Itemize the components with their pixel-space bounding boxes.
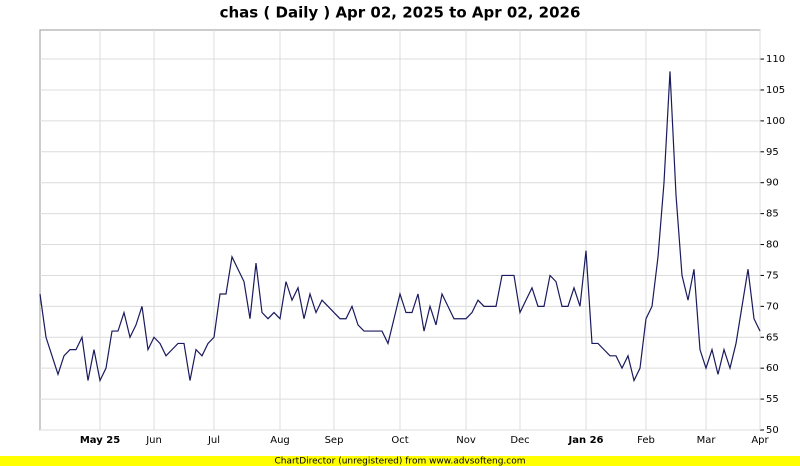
x-tick-label: Feb xyxy=(637,435,655,446)
y-tick-label: 75 xyxy=(766,270,779,281)
y-tick-label: 85 xyxy=(766,209,779,220)
chart-title: chas ( Daily ) Apr 02, 2025 to Apr 02, 2… xyxy=(220,4,581,22)
y-tick-label: 105 xyxy=(766,85,785,96)
x-tick-label: Jan 26 xyxy=(568,435,604,446)
x-tick-label: May 25 xyxy=(80,435,120,446)
x-tick-label: Apr xyxy=(751,435,769,446)
x-tick-label: Oct xyxy=(391,435,408,446)
x-tick-label: Jun xyxy=(145,435,162,446)
x-tick-label: Mar xyxy=(697,435,717,446)
y-tick-label: 60 xyxy=(766,363,779,374)
chart: chas ( Daily ) Apr 02, 2025 to Apr 02, 2… xyxy=(0,0,800,466)
x-tick-label: Aug xyxy=(270,435,290,446)
y-tick-label: 65 xyxy=(766,332,779,343)
y-tick-label: 95 xyxy=(766,147,779,158)
y-tick-label: 80 xyxy=(766,240,779,251)
x-tick-label: Dec xyxy=(510,435,529,446)
y-tick-label: 90 xyxy=(766,178,779,189)
y-tick-label: 100 xyxy=(766,116,785,127)
x-tick-label: Nov xyxy=(456,435,476,446)
y-tick-label: 70 xyxy=(766,301,779,312)
x-tick-label: Sep xyxy=(325,435,344,446)
y-tick-label: 55 xyxy=(766,394,779,405)
x-tick-label: Jul xyxy=(207,435,220,446)
y-tick-label: 110 xyxy=(766,54,785,65)
footer: ChartDirector (unregistered) from www.ad… xyxy=(274,457,525,466)
